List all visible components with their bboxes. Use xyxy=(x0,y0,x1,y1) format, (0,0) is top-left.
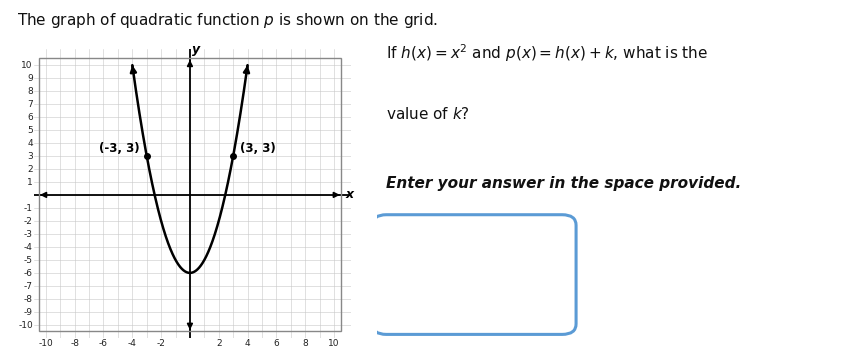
FancyBboxPatch shape xyxy=(373,215,576,334)
Text: Enter your answer in the space provided.: Enter your answer in the space provided. xyxy=(387,176,741,191)
Text: If $h(x) = x^2$ and $p(x) = h(x) + k$, what is the: If $h(x) = x^2$ and $p(x) = h(x) + k$, w… xyxy=(387,42,709,64)
Text: (-3, 3): (-3, 3) xyxy=(99,142,140,155)
Text: The graph of quadratic function $p$ is shown on the grid.: The graph of quadratic function $p$ is s… xyxy=(17,11,438,30)
Text: value of $k$?: value of $k$? xyxy=(387,106,470,121)
Text: (3, 3): (3, 3) xyxy=(240,142,276,155)
Text: x: x xyxy=(345,188,354,201)
Text: y: y xyxy=(192,43,201,56)
